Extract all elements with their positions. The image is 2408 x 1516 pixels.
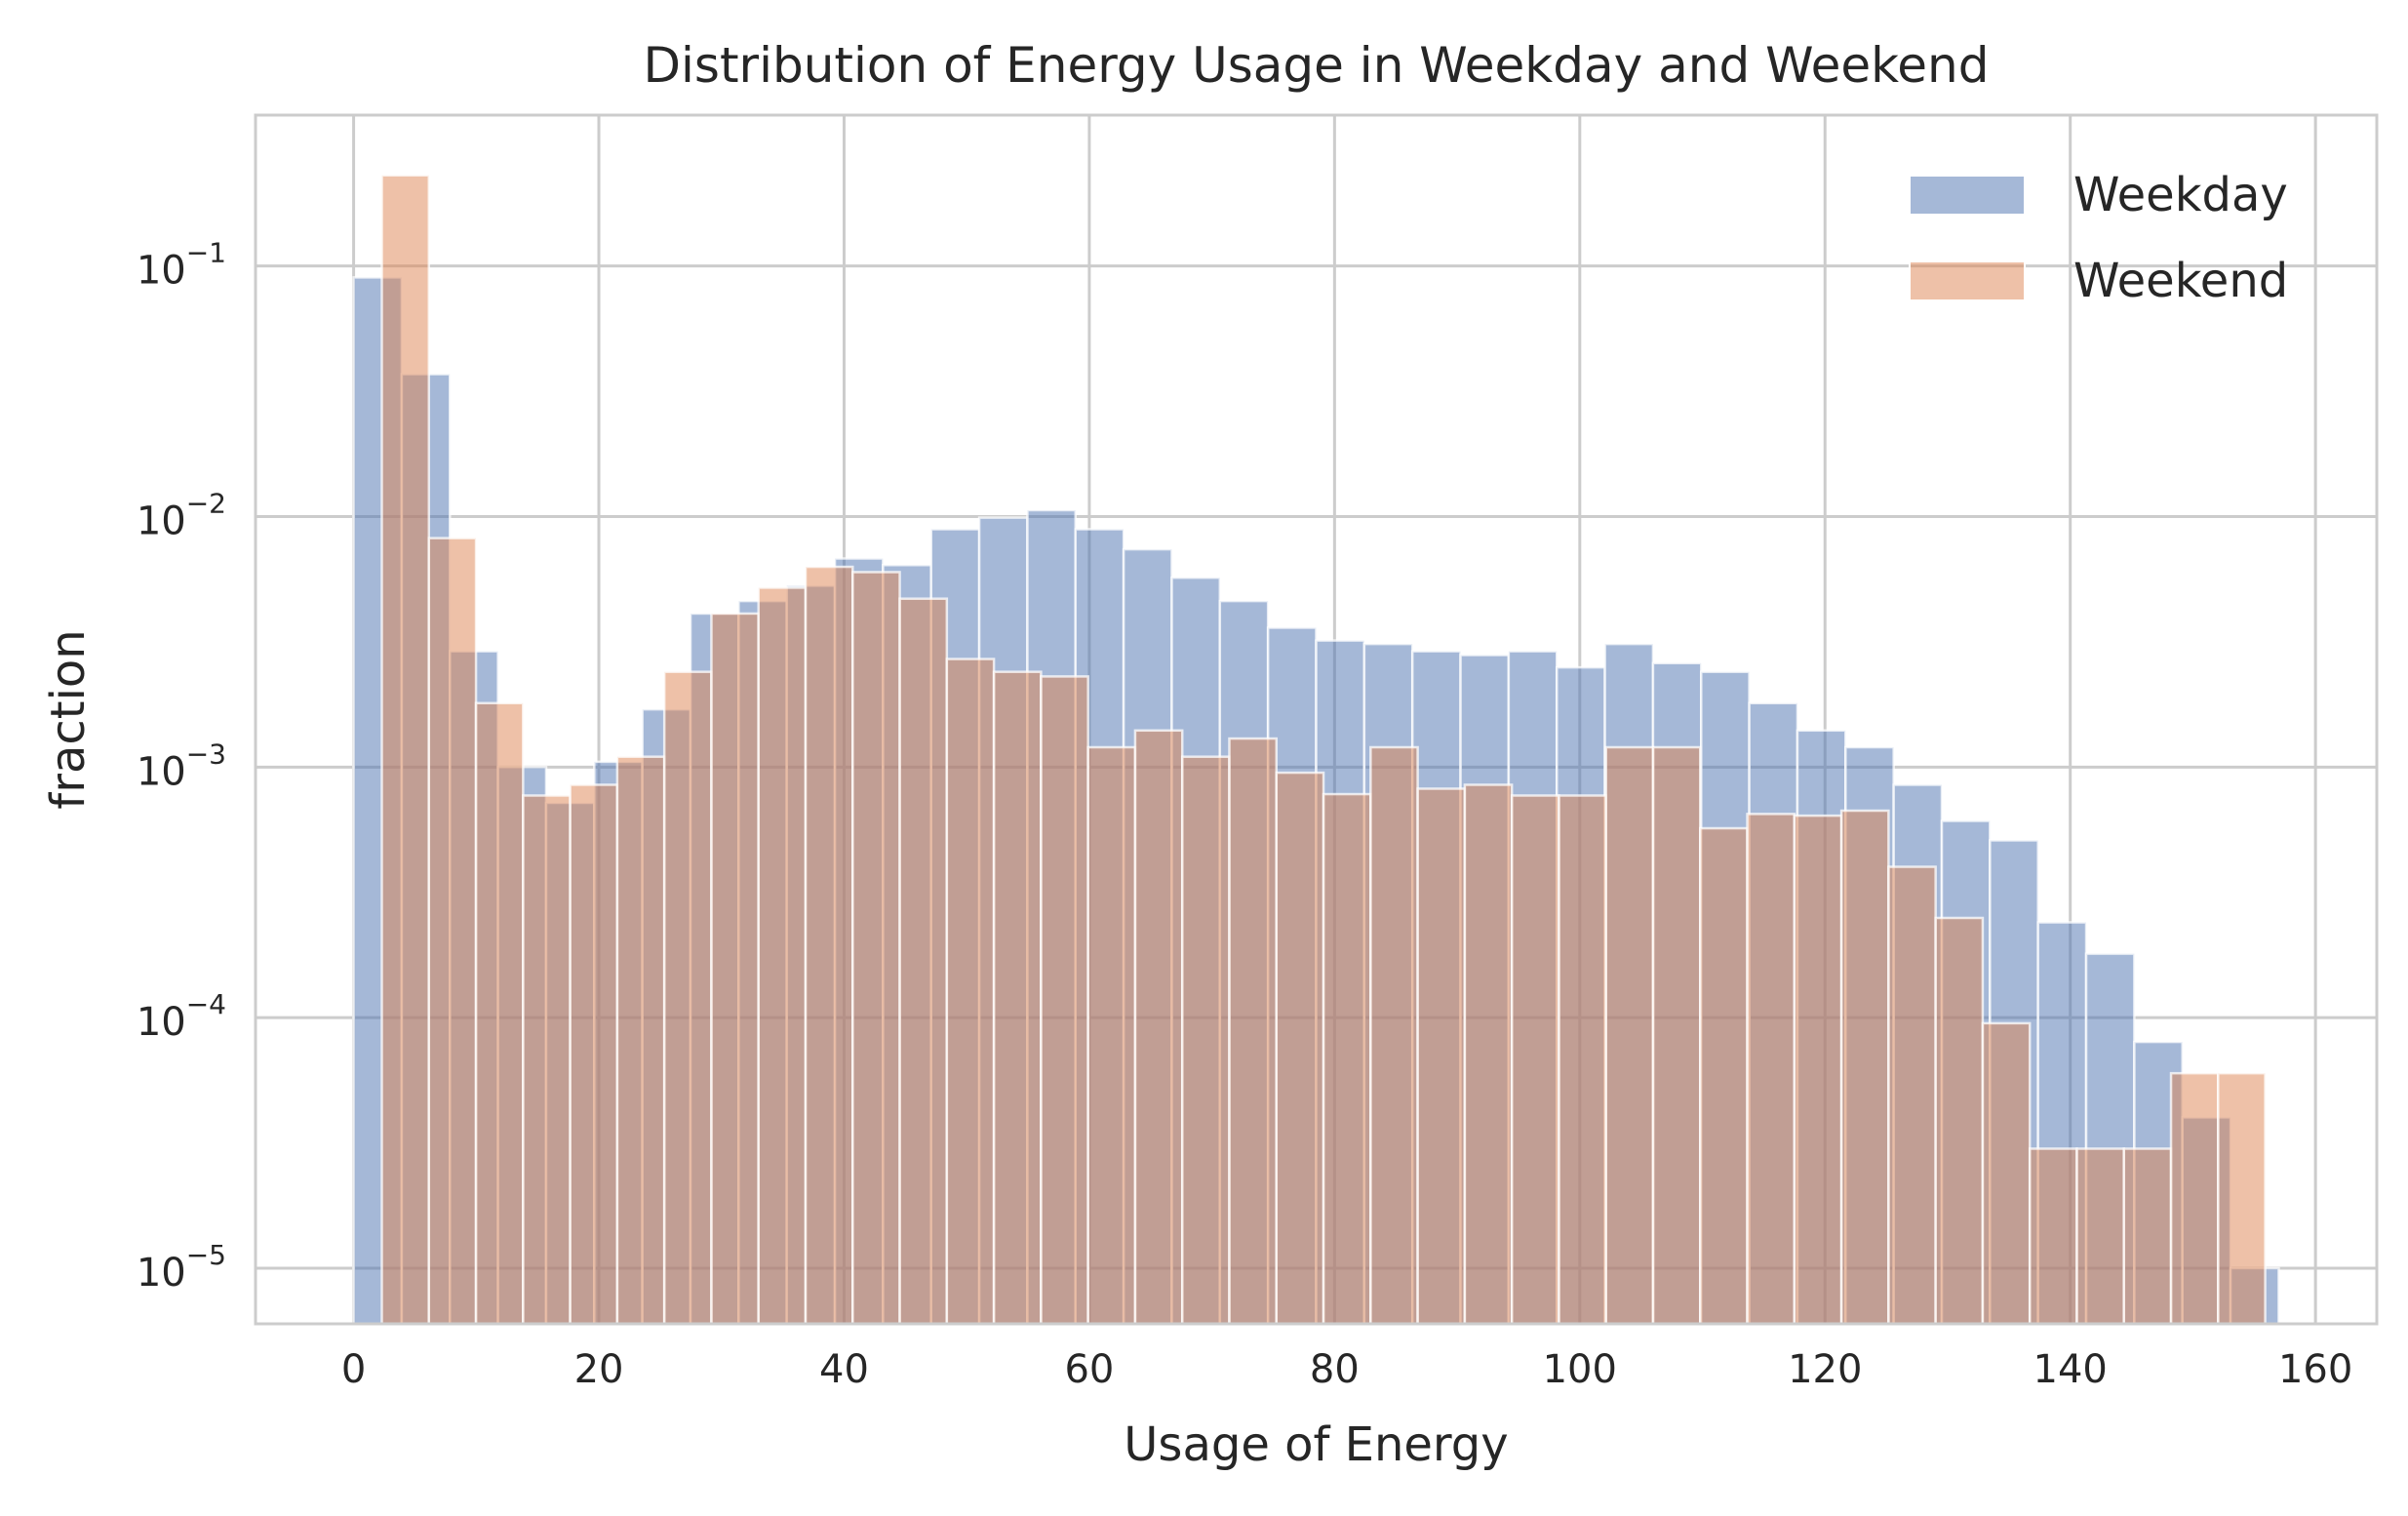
bar-weekend xyxy=(1839,809,1890,1326)
bar-weekend xyxy=(1133,729,1184,1326)
bar-weekend xyxy=(1086,745,1137,1326)
bar-weekend xyxy=(2028,1147,2078,1326)
x-tick-label: 120 xyxy=(1788,1347,1862,1392)
y-tick-label: 10−1 xyxy=(137,237,226,294)
bar-weekend xyxy=(851,571,901,1326)
bar-weekend xyxy=(427,537,478,1326)
legend-swatch xyxy=(1909,260,2026,301)
x-tick-labels: 0 20 40 60 80 100 120 140 160 xyxy=(341,1347,2352,1392)
bar-weekend xyxy=(1369,745,1419,1326)
x-axis-label: Usage of Energy xyxy=(1124,1417,1508,1472)
bar-weekend xyxy=(1934,916,1985,1326)
bar-weekend xyxy=(662,670,713,1326)
bar-weekend xyxy=(1699,826,1749,1326)
bar-weekend xyxy=(1463,783,1514,1326)
bar-weekend xyxy=(1180,755,1231,1326)
legend-item-weekend: Weekend xyxy=(1909,254,2288,308)
bar-weekend xyxy=(2075,1147,2126,1326)
bar-weekend xyxy=(1604,745,1655,1326)
series-weekend xyxy=(380,174,2267,1326)
x-tick-label: 100 xyxy=(1543,1347,1617,1392)
bar-weekend xyxy=(757,586,808,1326)
x-tick-label: 160 xyxy=(2278,1347,2352,1392)
bar-weekend xyxy=(1322,792,1372,1326)
bar-weekend xyxy=(945,658,996,1326)
bar-weekend xyxy=(569,783,619,1326)
bar-weekend xyxy=(1558,794,1607,1326)
bar-weekend xyxy=(2169,1071,2220,1326)
bar-weekend xyxy=(804,565,854,1326)
bar-weekend xyxy=(1981,1021,2032,1326)
bar-weekend xyxy=(615,755,666,1326)
y-axis-label: fraction xyxy=(41,629,96,809)
bar-weekend xyxy=(474,701,525,1326)
y-tick-label: 10−5 xyxy=(137,1239,226,1296)
x-tick-label: 140 xyxy=(2033,1347,2108,1392)
bar-weekend xyxy=(2217,1071,2267,1326)
bar-weekend xyxy=(1746,813,1796,1326)
bar-weekend xyxy=(1793,814,1843,1326)
bar-weekend xyxy=(1040,675,1089,1326)
bar-weekend xyxy=(522,794,572,1326)
bar-weekend xyxy=(2122,1147,2173,1326)
legend-label: Weekend xyxy=(2073,254,2288,308)
bar-weekend xyxy=(710,612,760,1326)
bar-weekend xyxy=(992,670,1043,1326)
bars-layer xyxy=(352,174,2280,1326)
legend-label: Weekday xyxy=(2073,168,2288,222)
bar-weekend xyxy=(1228,737,1279,1326)
y-tick-label: 10−2 xyxy=(137,487,226,543)
legend: Weekday Weekend xyxy=(1909,168,2288,308)
y-tick-label: 10−4 xyxy=(137,988,226,1045)
y-tick-labels: 10−5 10−4 10−3 10−2 10−1 xyxy=(137,237,226,1296)
x-tick-label: 0 xyxy=(341,1347,366,1392)
y-tick-label: 10−3 xyxy=(137,738,226,794)
bar-weekend xyxy=(1275,771,1325,1326)
bar-weekend xyxy=(380,174,431,1326)
x-tick-label: 40 xyxy=(819,1347,869,1392)
plot-frame xyxy=(254,113,2379,1326)
legend-item-weekday: Weekday xyxy=(1909,168,2288,222)
bar-weekend xyxy=(1416,787,1467,1326)
chart-title: Distribution of Energy Usage in Weekday … xyxy=(644,37,1990,94)
bar-weekend xyxy=(1651,745,1702,1326)
x-tick-label: 60 xyxy=(1064,1347,1114,1392)
x-tick-label: 80 xyxy=(1310,1347,1360,1392)
x-tick-label: 20 xyxy=(574,1347,624,1392)
bar-weekend xyxy=(1510,794,1560,1326)
bar-weekend xyxy=(1887,865,1937,1326)
legend-swatch xyxy=(1909,175,2026,216)
bar-weekend xyxy=(898,597,949,1326)
